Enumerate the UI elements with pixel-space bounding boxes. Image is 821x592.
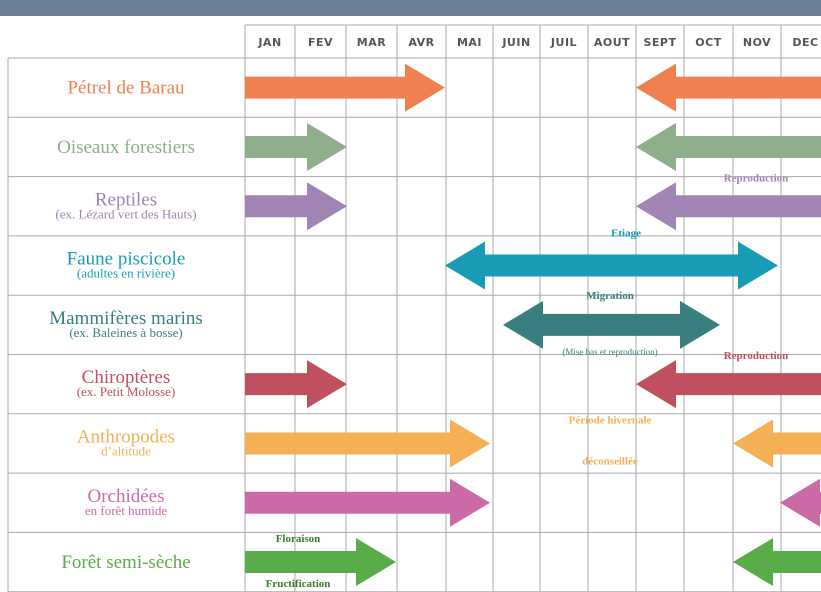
row-sublabel: (adultes en rivière) xyxy=(77,266,175,281)
month-label: MAI xyxy=(457,36,482,49)
arrow-note: Période hivernale xyxy=(569,414,652,426)
period-arrow xyxy=(636,122,821,171)
row-label: Faune piscicole xyxy=(67,249,186,270)
row-label: Reptiles xyxy=(95,189,157,210)
period-arrow xyxy=(636,63,821,112)
row-label: Orchidées xyxy=(87,486,164,507)
row-sublabel: (ex. Baleines à bosse) xyxy=(69,325,182,340)
row-label: Anthropodes xyxy=(77,426,175,447)
row-label: Pétrel de Barau xyxy=(67,78,185,99)
arrow-note: (Mise bas et reproduction) xyxy=(562,347,657,357)
arrow-note: Reproduction xyxy=(724,350,789,362)
arrow-note: déconseillée xyxy=(582,455,638,467)
period-arrow xyxy=(245,63,445,112)
row-label: Mammifères marins xyxy=(49,308,203,329)
row-sublabel: d’altitude xyxy=(101,443,151,458)
arrow-note: Migration xyxy=(586,290,634,302)
period-arrow xyxy=(245,478,490,527)
period-arrow xyxy=(445,241,778,290)
period-arrow xyxy=(245,419,490,468)
month-label: OCT xyxy=(695,36,721,49)
arrow-note: Etiage xyxy=(611,228,641,240)
row-label: Chiroptères xyxy=(82,367,171,388)
month-label: FEV xyxy=(308,36,333,49)
month-label: AOUT xyxy=(594,36,630,49)
photo-strip xyxy=(0,0,821,16)
period-arrow xyxy=(245,182,347,231)
period-arrow xyxy=(503,300,720,349)
arrow-note: Floraison xyxy=(276,533,321,545)
period-arrow xyxy=(245,538,396,587)
period-arrow xyxy=(733,419,821,468)
period-arrow xyxy=(245,360,347,409)
month-label: JUIL xyxy=(550,36,577,49)
month-label: DEC xyxy=(792,36,818,49)
month-label: AVR xyxy=(408,36,434,49)
month-label: JUIN xyxy=(501,36,530,49)
month-label: JAN xyxy=(257,36,281,49)
arrow-note: Fructification xyxy=(266,578,331,590)
month-label: SEPT xyxy=(643,36,676,49)
row-sublabel: (ex. Petit Molosse) xyxy=(77,384,176,399)
row-label: Oiseaux forestiers xyxy=(57,137,195,158)
period-arrow xyxy=(733,538,821,587)
arrow-note: Reproduction xyxy=(724,172,789,184)
period-arrow xyxy=(636,360,821,409)
month-label: MAR xyxy=(357,36,386,49)
row-sublabel: en forêt humide xyxy=(85,503,168,518)
row-label: Forêt semi-sèche xyxy=(61,552,190,573)
row-sublabel: (ex. Lézard vert des Hauts) xyxy=(55,206,196,221)
period-arrow xyxy=(245,122,347,171)
period-arrow xyxy=(780,478,821,527)
month-label: NOV xyxy=(743,36,771,49)
period-arrow xyxy=(636,182,821,231)
